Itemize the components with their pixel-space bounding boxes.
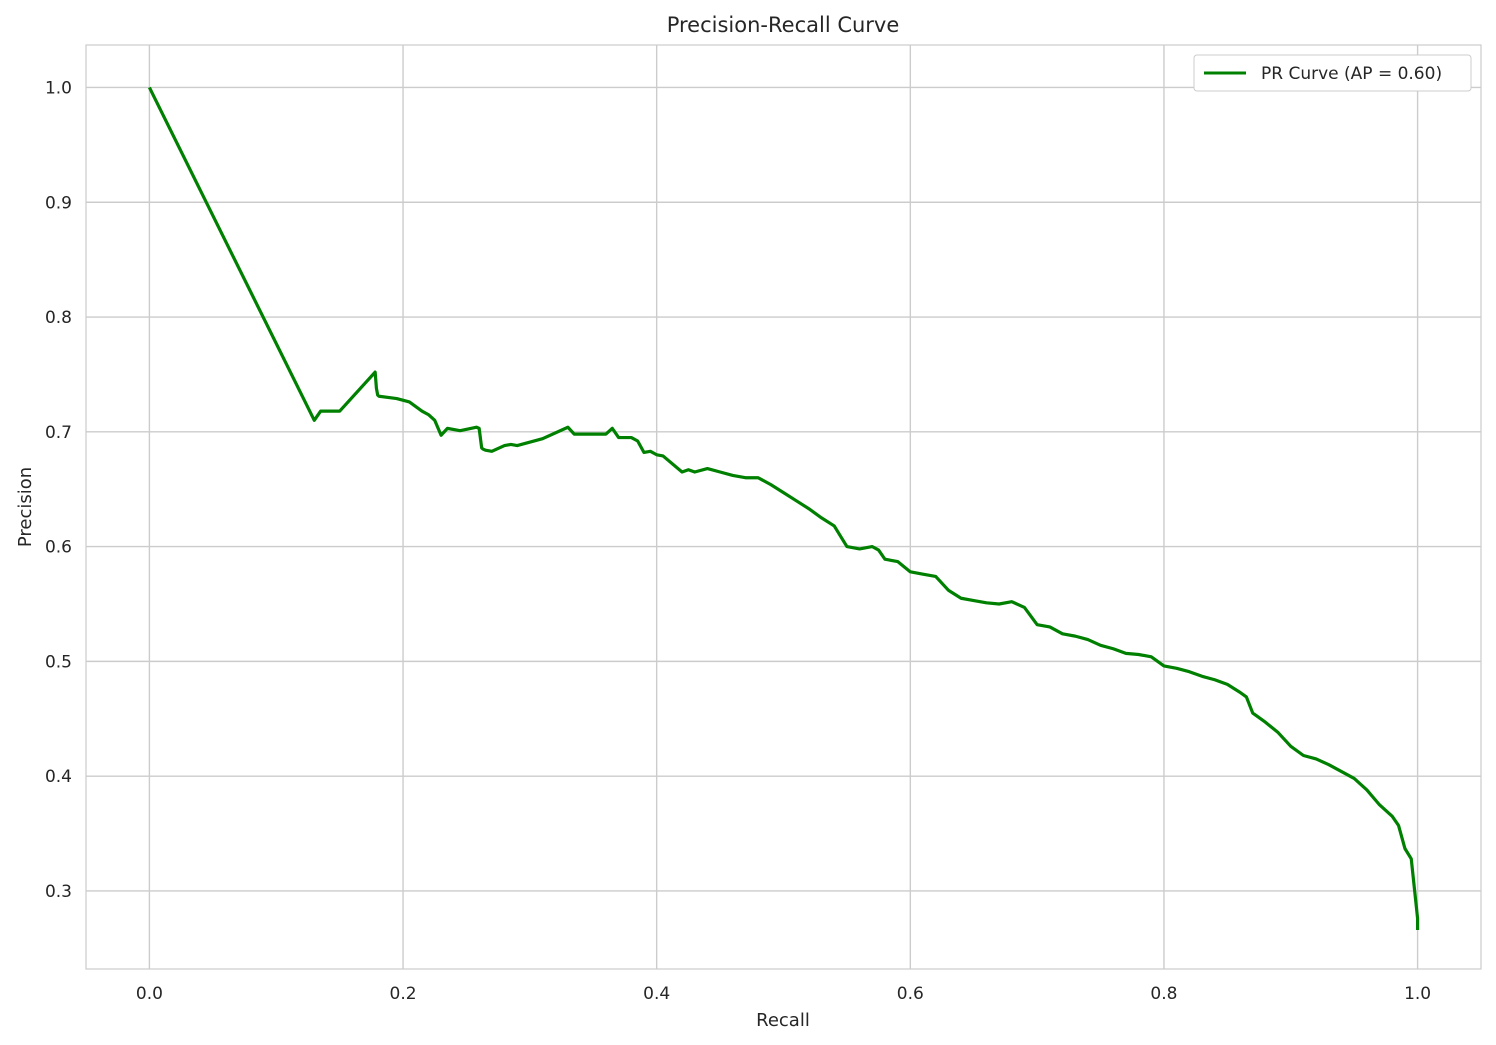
y-tick-label: 0.7 xyxy=(45,423,72,443)
legend: PR Curve (AP = 0.60) xyxy=(1193,54,1472,92)
x-tick-label: 0.0 xyxy=(136,984,163,1004)
x-axis-label: Recall xyxy=(756,1010,810,1031)
series-line xyxy=(147,86,1420,930)
plot-area xyxy=(86,45,1481,969)
series-layer xyxy=(147,86,1420,930)
y-tick-labels: 0.3 0.4 0.5 0.6 0.7 0.8 0.9 1.0 xyxy=(45,78,72,901)
x-tick-label: 0.4 xyxy=(643,984,670,1004)
y-tick-label: 0.9 xyxy=(45,193,72,213)
x-tick-label: 0.8 xyxy=(1150,984,1177,1004)
y-tick-label: 0.6 xyxy=(45,538,72,558)
legend-box xyxy=(1193,54,1472,92)
y-tick-label: 1.0 xyxy=(45,78,72,98)
y-tick-label: 0.4 xyxy=(45,767,72,787)
y-tick-label: 0.8 xyxy=(45,308,72,328)
y-axis-label: Precision xyxy=(15,467,36,547)
plot-frame xyxy=(85,44,1482,970)
x-tick-label: 0.6 xyxy=(897,984,924,1004)
y-tick-label: 0.3 xyxy=(45,882,72,902)
legend-label: PR Curve (AP = 0.60) xyxy=(1261,64,1442,84)
x-tick-label: 1.0 xyxy=(1404,984,1431,1004)
chart-title: Precision-Recall Curve xyxy=(667,13,900,37)
x-tick-label: 0.2 xyxy=(390,984,417,1004)
y-tick-label: 0.5 xyxy=(45,652,72,672)
x-tick-labels: 0.0 0.2 0.4 0.6 0.8 1.0 xyxy=(136,984,1431,1004)
